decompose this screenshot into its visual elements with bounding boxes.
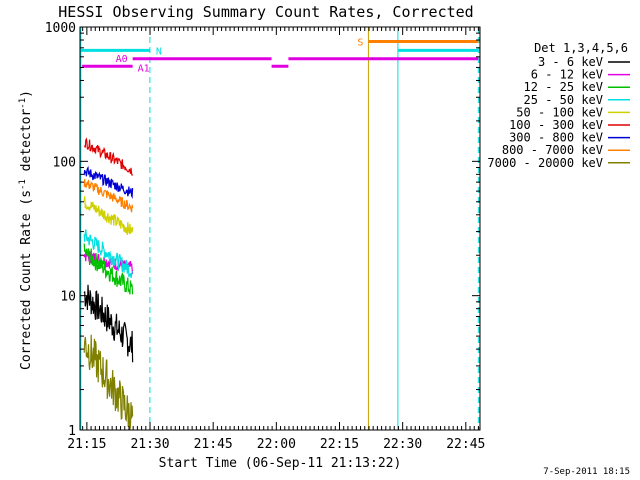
- series-line-0: [83, 284, 134, 363]
- legend-label-2: 12 - 25 keV: [524, 80, 603, 94]
- legend-label-6: 300 - 800 keV: [509, 131, 603, 145]
- y-axis-label: Corrected Count Rate (s-1 detector-1): [18, 90, 34, 370]
- legend-label-7: 800 - 7000 keV: [502, 143, 603, 157]
- y-axis-label-part2: detector: [19, 109, 34, 180]
- legend-label-0: 3 - 6 keV: [538, 55, 603, 69]
- series-line-3: [83, 229, 133, 279]
- y-axis-label-part1: Corrected Count Rate (s: [19, 190, 34, 370]
- y-tick-label-1: 10: [60, 290, 76, 305]
- axes: 21:15 21:30 21:45 22:00 22:15 22:30 22:45 1 10 10…: [45, 21, 486, 452]
- legend-label-8: 7000 - 20000 keV: [487, 156, 603, 170]
- series-line-2: [83, 243, 134, 295]
- flag-label-n: N: [156, 46, 162, 57]
- flag-bars: N A0 A1 S: [80, 37, 479, 74]
- x-axis-label: Start Time (06-Sep-11 21:13:22): [159, 456, 402, 471]
- series-line-8: [83, 334, 134, 431]
- plot-area: [80, 27, 481, 431]
- y-axis-label-part3: ): [19, 90, 34, 98]
- series-line-4: [83, 196, 134, 236]
- y-tick-label-2: 100: [53, 155, 76, 170]
- series-line-5: [84, 137, 134, 177]
- series-line-6: [83, 165, 134, 199]
- series-line-7: [83, 178, 134, 213]
- legend-title: Det 1,3,4,5,6: [534, 41, 628, 55]
- x-tick-label-0: 21:15: [67, 437, 106, 452]
- y-axis-label-sup1: -1: [18, 179, 28, 190]
- x-tick-label-3: 22:00: [257, 437, 296, 452]
- x-tick-label-4: 22:15: [320, 437, 359, 452]
- series-line-1: [83, 249, 134, 274]
- x-tick-label-2: 21:45: [194, 437, 233, 452]
- x-tick-label-6: 22:45: [446, 437, 485, 452]
- y-axis-label-sup2: -1: [18, 98, 28, 109]
- legend-label-3: 25 - 50 keV: [524, 93, 603, 107]
- y-tick-label-3: 1000: [45, 21, 76, 36]
- y-tick-label-0: 1: [68, 424, 76, 439]
- flag-label-a1: A1: [138, 63, 150, 74]
- flag-label-a0: A0: [116, 54, 128, 65]
- footer-date: 7-Sep-2011 18:15: [543, 467, 630, 477]
- plot-frame: [79, 26, 481, 431]
- legend-label-5: 100 - 300 keV: [509, 118, 603, 132]
- x-tick-label-5: 22:30: [383, 437, 422, 452]
- legend-label-4: 50 - 100 keV: [516, 105, 603, 119]
- legend-label-1: 6 - 12 keV: [531, 68, 603, 82]
- chart-title: HESSI Observing Summary Count Rates, Cor…: [58, 3, 473, 21]
- x-tick-label-1: 21:30: [130, 437, 169, 452]
- flag-label-s: S: [357, 37, 363, 48]
